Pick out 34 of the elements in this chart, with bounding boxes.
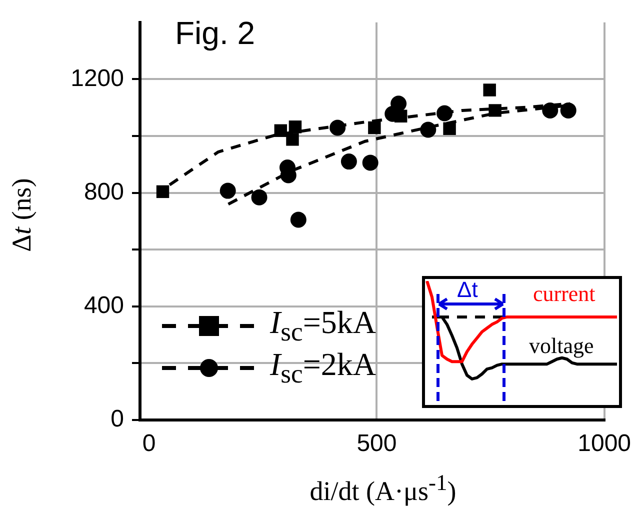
point	[362, 154, 378, 171]
point	[330, 120, 346, 136]
point	[436, 105, 453, 122]
annotation: Δt	[457, 277, 478, 303]
point	[560, 102, 576, 118]
point	[483, 84, 496, 96]
y-tick-label: 0	[110, 406, 124, 433]
point	[542, 102, 558, 118]
y-tick-label: 400	[84, 292, 124, 320]
point	[394, 110, 408, 122]
annotation: Fig. 2	[175, 15, 256, 52]
x-axis-title: di/dt (A·μs$^{-1}$)	[310, 470, 456, 508]
point	[220, 182, 236, 199]
point	[443, 122, 456, 135]
y-axis-title: Δt (ns)	[6, 178, 38, 252]
y-tick-label: 1200	[70, 64, 124, 92]
legend-label: I$_{sc}$=5kA	[270, 304, 376, 348]
x-tick-label: 0	[142, 430, 156, 458]
series-label: voltage	[529, 333, 594, 359]
point	[368, 121, 381, 134]
point	[340, 154, 357, 170]
x-tick-label: 500	[356, 430, 397, 458]
point	[420, 122, 436, 138]
point	[251, 189, 268, 206]
legend-label: I$_{sc}$=2kA	[270, 346, 376, 390]
y-tick-label: 800	[84, 178, 124, 206]
x-tick-label: 1000	[578, 430, 631, 458]
point	[488, 104, 502, 117]
point	[286, 133, 299, 146]
point	[156, 185, 170, 198]
point	[290, 212, 306, 228]
point	[288, 120, 302, 134]
series-label: current	[533, 281, 596, 307]
point	[274, 124, 288, 137]
